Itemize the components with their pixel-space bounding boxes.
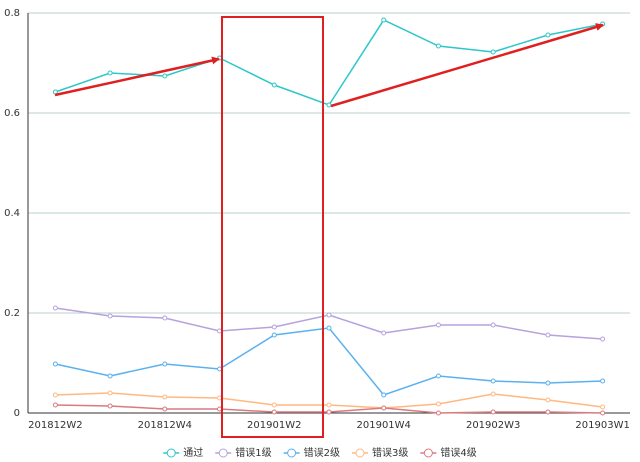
data-point: [271, 82, 277, 88]
series-line: [55, 19, 603, 106]
legend-icon: [287, 448, 297, 458]
data-point: [545, 380, 551, 386]
legend-icon: [166, 448, 176, 458]
data-point: [490, 49, 496, 55]
data-point: [600, 410, 606, 416]
data-point: [52, 392, 58, 398]
data-point: [435, 401, 441, 407]
data-point: [381, 405, 387, 411]
y-tick-label: 0.2: [4, 308, 20, 319]
data-point: [490, 322, 496, 328]
data-point: [271, 324, 277, 330]
data-point: [600, 378, 606, 384]
data-point: [435, 43, 441, 49]
data-point: [217, 366, 223, 372]
data-point: [326, 402, 332, 408]
data-point: [435, 322, 441, 328]
legend-label: 错误2级: [304, 446, 340, 459]
data-point: [435, 373, 441, 379]
legend-label: 错误3级: [372, 446, 408, 459]
data-point: [107, 390, 113, 396]
data-point: [52, 361, 58, 367]
data-point: [217, 328, 223, 334]
data-point: [107, 373, 113, 379]
x-tick-label: 201812W4: [138, 420, 192, 431]
legend-label: 错误1级: [235, 446, 271, 459]
data-point: [490, 391, 496, 397]
legend-icon: [218, 448, 228, 458]
legend-icon: [355, 448, 365, 458]
data-point: [52, 402, 58, 408]
data-point: [217, 395, 223, 401]
data-point: [162, 406, 168, 412]
data-point: [52, 305, 58, 311]
y-tick-label: 0.6: [4, 108, 20, 119]
data-point: [435, 410, 441, 416]
x-tick-label: 201903W1: [575, 420, 629, 431]
data-point: [545, 397, 551, 403]
data-point: [600, 336, 606, 342]
data-point: [107, 403, 113, 409]
data-point: [545, 332, 551, 338]
data-point: [381, 330, 387, 336]
legend-label: 通过: [183, 446, 203, 459]
y-tick-label: 0.8: [4, 8, 20, 19]
arrow: [54, 56, 220, 97]
legend-item: 错误4级: [420, 446, 477, 459]
series-line: [55, 327, 603, 396]
data-point: [162, 73, 168, 79]
data-point: [545, 32, 551, 38]
x-tick-label: 201901W4: [357, 420, 411, 431]
data-point: [600, 404, 606, 410]
legend-item: 通过: [163, 446, 203, 459]
data-point: [326, 102, 332, 108]
legend: 通过 错误1级 错误2级 错误3级 错误4级: [163, 446, 477, 459]
data-point: [107, 70, 113, 76]
data-point: [162, 315, 168, 321]
x-tick-label: 201902W3: [466, 420, 520, 431]
data-point: [381, 392, 387, 398]
data-point: [217, 406, 223, 412]
highlight-box: [221, 16, 324, 438]
data-point: [490, 409, 496, 415]
legend-item: 错误1级: [215, 446, 272, 459]
legend-label: 错误4级: [440, 446, 476, 459]
arrow: [330, 23, 604, 108]
y-tick-label: 0.4: [4, 208, 20, 219]
data-point: [545, 409, 551, 415]
data-point: [271, 409, 277, 415]
x-tick-label: 201812W2: [28, 420, 82, 431]
data-point: [381, 17, 387, 23]
data-point: [326, 325, 332, 331]
data-point: [107, 313, 113, 319]
data-point: [271, 332, 277, 338]
legend-item: 错误2级: [283, 446, 340, 459]
data-point: [271, 402, 277, 408]
legend-item: 错误3级: [352, 446, 408, 459]
data-point: [490, 378, 496, 384]
data-point: [162, 394, 168, 400]
data-point: [326, 409, 332, 415]
data-point: [162, 361, 168, 367]
legend-icon: [423, 448, 433, 458]
data-point: [326, 312, 332, 318]
y-tick-label: 0: [14, 408, 20, 419]
x-tick-label: 201901W2: [247, 420, 301, 431]
annotations: [54, 16, 604, 438]
